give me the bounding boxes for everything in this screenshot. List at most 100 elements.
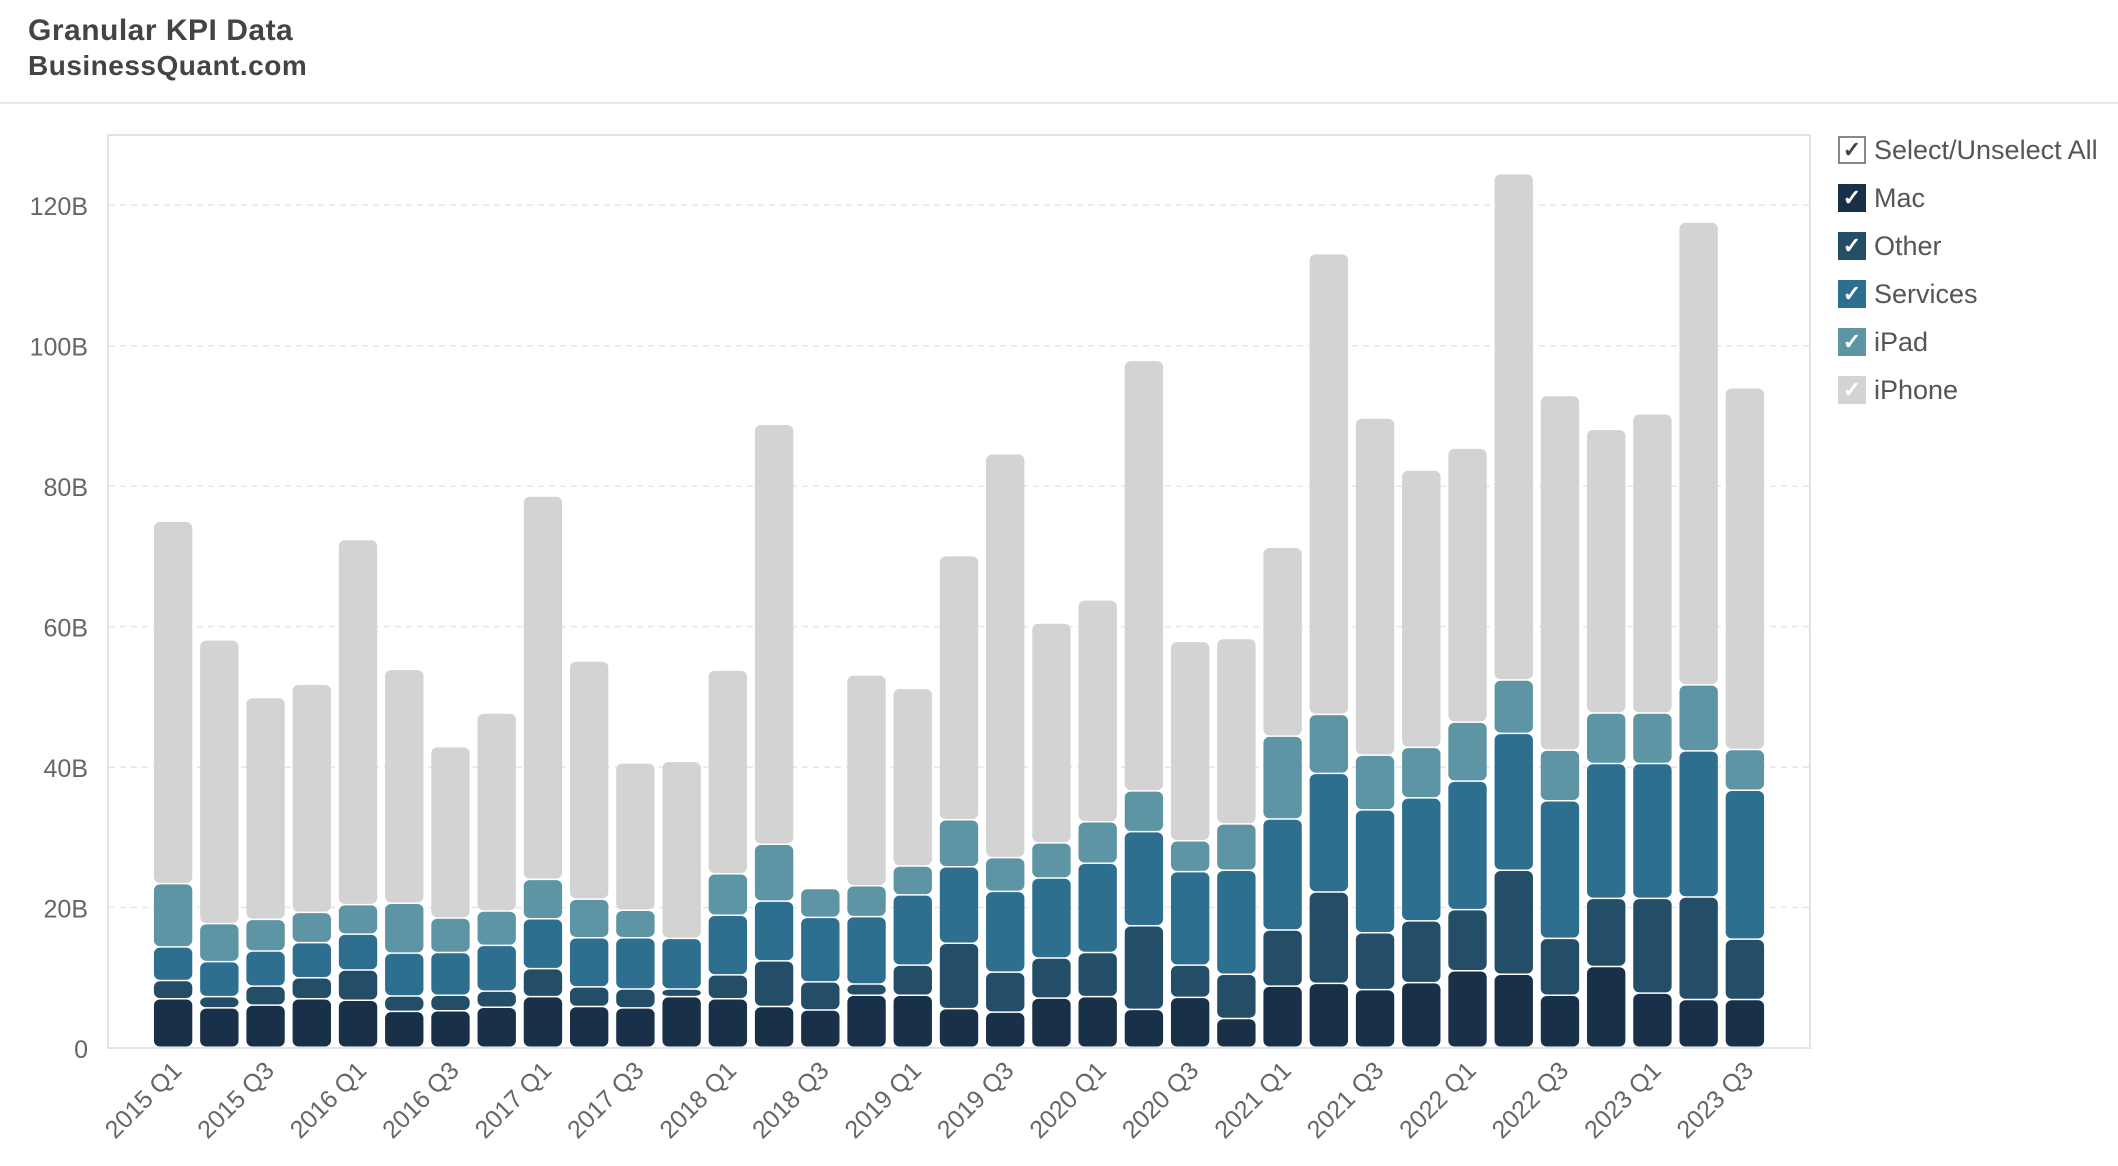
bar-stack[interactable] [1725,388,1765,1047]
bar-segment[interactable] [1032,958,1071,998]
bar-segment[interactable] [893,689,932,866]
bar-segment[interactable] [569,1007,609,1047]
bar-segment[interactable] [1633,993,1672,1047]
bar-segment[interactable] [1078,822,1117,863]
bar-segment[interactable] [939,944,979,1008]
bar-segment[interactable] [662,989,701,996]
bar-segment[interactable] [1402,921,1441,982]
bar-segment[interactable] [708,670,748,874]
bar-segment[interactable] [246,986,285,1005]
bar-segment[interactable] [1725,750,1765,790]
legend-item-ipad[interactable]: ✓ iPad [1838,318,2118,366]
bar-segment[interactable] [662,939,701,989]
bar-segment[interactable] [200,924,239,961]
bar-segment[interactable] [708,975,748,999]
legend-item-mac[interactable]: ✓ Mac [1838,174,2118,222]
bar-segment[interactable] [1170,841,1210,871]
bar-segment[interactable] [523,496,563,879]
bar-segment[interactable] [893,996,932,1047]
bar-stack[interactable] [1540,396,1580,1047]
bar-segment[interactable] [477,946,516,991]
bar-segment[interactable] [1402,798,1441,921]
checkbox-icon[interactable]: ✓ [1838,136,1866,164]
bar-segment[interactable] [616,911,655,937]
bar-segment[interactable] [200,997,239,1008]
bar-segment[interactable] [754,425,794,844]
bar-segment[interactable] [662,997,701,1047]
bar-segment[interactable] [338,905,378,934]
bar-segment[interactable] [338,934,378,970]
bar-segment[interactable] [847,984,886,995]
bar-segment[interactable] [1402,983,1441,1047]
bar-segment[interactable] [1633,414,1672,713]
bar-segment[interactable] [1217,871,1256,974]
bar-segment[interactable] [1170,965,1210,997]
bar-segment[interactable] [569,661,609,899]
bar-segment[interactable] [847,996,886,1047]
bar-segment[interactable] [893,895,932,965]
bar-segment[interactable] [338,1000,378,1047]
bar-segment[interactable] [523,919,563,968]
bar-segment[interactable] [1078,600,1117,822]
bar-segment[interactable] [1448,448,1487,722]
bar-segment[interactable] [939,556,979,819]
bar-segment[interactable] [385,670,424,903]
bar-segment[interactable] [1402,470,1441,747]
bar-stack[interactable] [569,661,609,1047]
bar-segment[interactable] [1309,254,1349,714]
bar-segment[interactable] [477,713,516,911]
bar-stack[interactable] [385,670,424,1047]
bar-stack[interactable] [1448,448,1487,1047]
bar-segment[interactable] [200,640,239,923]
bar-segment[interactable] [939,1009,979,1047]
bar-stack[interactable] [1078,600,1117,1047]
bar-stack[interactable] [1679,222,1718,1047]
bar-segment[interactable] [523,880,563,918]
bar-segment[interactable] [847,886,886,916]
bar-segment[interactable] [662,762,701,938]
bar-stack[interactable] [153,521,193,1047]
bar-segment[interactable] [569,899,609,937]
bar-segment[interactable] [893,866,932,895]
legend-item-services[interactable]: ✓ Services [1838,270,2118,318]
bar-stack[interactable] [523,496,563,1047]
bar-segment[interactable] [1355,810,1395,933]
bar-segment[interactable] [292,978,331,999]
bar-segment[interactable] [523,969,563,996]
bar-segment[interactable] [1124,926,1164,1009]
bar-segment[interactable] [246,951,285,986]
bar-stack[interactable] [1217,639,1256,1047]
bar-segment[interactable] [1217,639,1256,824]
bar-segment[interactable] [431,1011,470,1047]
bar-segment[interactable] [200,1008,239,1047]
bar-segment[interactable] [1217,1019,1256,1047]
bar-stack[interactable] [477,713,516,1047]
bar-segment[interactable] [1633,713,1672,763]
bar-segment[interactable] [1032,998,1071,1047]
bar-segment[interactable] [1587,967,1626,1047]
bar-stack[interactable] [1170,642,1210,1047]
bar-segment[interactable] [1494,734,1533,870]
checkbox-icon[interactable]: ✓ [1838,376,1866,404]
bar-segment[interactable] [153,999,193,1047]
bar-segment[interactable] [616,763,655,910]
bar-segment[interactable] [569,938,609,987]
bar-segment[interactable] [1540,801,1580,938]
bar-segment[interactable] [1448,910,1487,970]
bar-segment[interactable] [153,981,193,999]
bar-segment[interactable] [1124,791,1164,831]
bar-segment[interactable] [1032,843,1071,878]
bar-segment[interactable] [477,911,516,945]
legend-item-iphone[interactable]: ✓ iPhone [1838,366,2118,414]
bar-segment[interactable] [1448,971,1487,1047]
checkbox-icon[interactable]: ✓ [1838,232,1866,260]
bar-segment[interactable] [1355,755,1395,810]
bar-stack[interactable] [801,889,840,1047]
bar-segment[interactable] [986,454,1025,857]
bar-segment[interactable] [1402,748,1441,798]
bar-segment[interactable] [708,874,748,915]
bar-segment[interactable] [893,965,932,995]
bar-segment[interactable] [1309,774,1349,892]
bar-segment[interactable] [153,884,193,947]
bar-segment[interactable] [1078,953,1117,996]
